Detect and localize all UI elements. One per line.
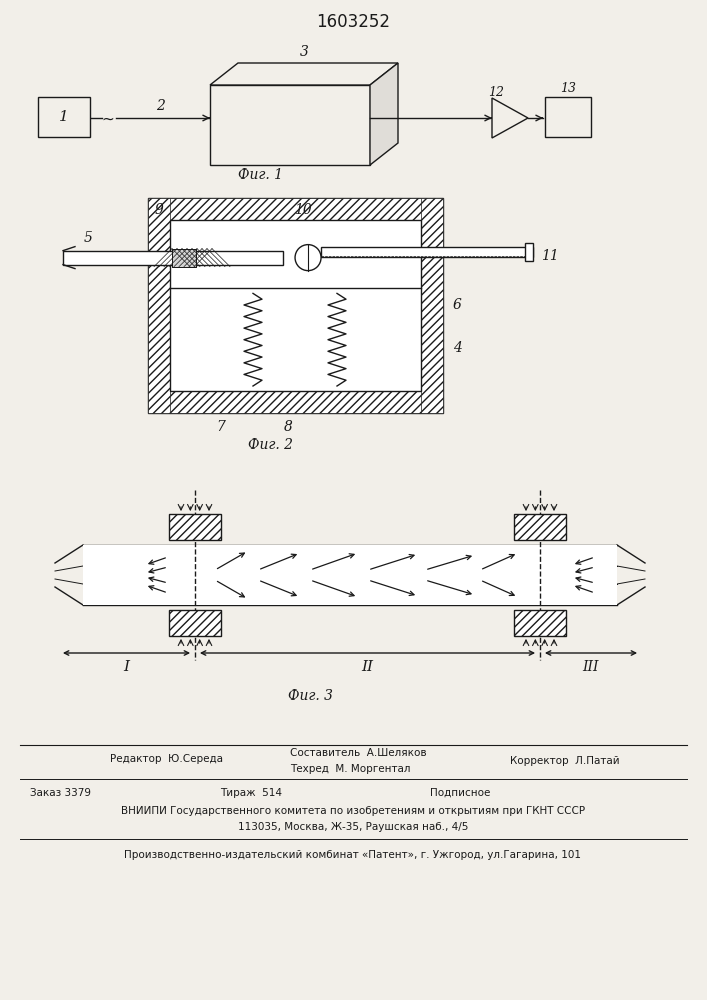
- Polygon shape: [210, 63, 398, 85]
- Bar: [210, 85, 370, 165]
- Text: 7: 7: [216, 420, 226, 434]
- Bar: [38, 97, 90, 137]
- Bar: [172, 249, 196, 267]
- Text: 1603252: 1603252: [316, 13, 390, 31]
- Bar: [545, 97, 591, 137]
- Bar: [148, 198, 443, 220]
- Text: 8: 8: [284, 420, 293, 434]
- Text: Подписное: Подписное: [430, 788, 491, 798]
- Text: Редактор  Ю.Середа: Редактор Ю.Середа: [110, 754, 223, 764]
- Text: 9: 9: [155, 203, 163, 217]
- Text: 4: 4: [453, 341, 462, 355]
- Bar: [148, 391, 443, 413]
- Bar: [148, 198, 443, 413]
- Bar: [169, 514, 221, 540]
- Text: I: I: [123, 660, 129, 674]
- Text: ВНИИПИ Государственного комитета по изобретениям и открытиям при ГКНТ СССР: ВНИИПИ Государственного комитета по изоб…: [121, 806, 585, 816]
- Text: Фиг. 3: Фиг. 3: [288, 689, 332, 703]
- Text: 3: 3: [300, 45, 308, 59]
- Bar: [421, 198, 443, 413]
- Bar: [514, 514, 566, 540]
- Text: 113035, Москва, Ж-35, Раушская наб., 4/5: 113035, Москва, Ж-35, Раушская наб., 4/5: [238, 822, 468, 832]
- Bar: [83, 545, 617, 605]
- Text: Тираж  514: Тираж 514: [220, 788, 282, 798]
- Text: Производственно-издательский комбинат «Патент», г. Ужгород, ул.Гагарина, 101: Производственно-издательский комбинат «П…: [124, 850, 581, 860]
- Text: 5: 5: [83, 231, 93, 245]
- Text: ~: ~: [102, 111, 115, 126]
- Text: 11: 11: [541, 249, 559, 263]
- Polygon shape: [492, 98, 528, 138]
- Text: Техред  М. Моргентал: Техред М. Моргентал: [290, 764, 411, 774]
- Text: 6: 6: [453, 298, 462, 312]
- Bar: [63, 251, 283, 265]
- Bar: [169, 610, 221, 636]
- Text: 12: 12: [488, 86, 504, 99]
- Text: 10: 10: [294, 203, 312, 217]
- Text: II: II: [361, 660, 373, 674]
- Text: Фиг. 2: Фиг. 2: [247, 438, 293, 452]
- Text: Корректор  Л.Патай: Корректор Л.Патай: [510, 756, 619, 766]
- Text: Заказ 3379: Заказ 3379: [30, 788, 91, 798]
- Bar: [172, 249, 196, 267]
- Text: 13: 13: [560, 83, 576, 96]
- Text: 1: 1: [59, 110, 69, 124]
- Text: Фиг. 1: Фиг. 1: [238, 168, 283, 182]
- Bar: [170, 220, 421, 391]
- Bar: [321, 247, 533, 257]
- Bar: [514, 610, 566, 636]
- Polygon shape: [370, 63, 398, 165]
- Text: Составитель  А.Шеляков: Составитель А.Шеляков: [290, 748, 426, 758]
- Bar: [148, 198, 170, 413]
- Text: III: III: [582, 660, 598, 674]
- Circle shape: [295, 245, 321, 271]
- Bar: [525, 243, 533, 261]
- Text: 2: 2: [156, 99, 165, 113]
